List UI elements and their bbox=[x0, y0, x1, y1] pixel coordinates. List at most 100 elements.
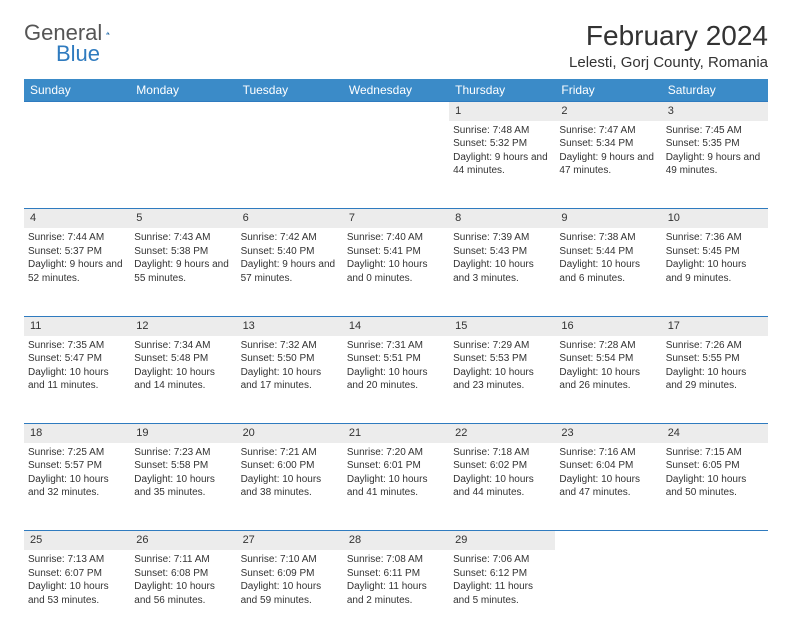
day-number-cell: 27 bbox=[237, 531, 343, 550]
day-number-cell: 11 bbox=[24, 316, 130, 335]
day-number-cell: 23 bbox=[555, 424, 661, 443]
day-cell: Sunrise: 7:28 AMSunset: 5:54 PMDaylight:… bbox=[555, 336, 661, 424]
day-cell: Sunrise: 7:08 AMSunset: 6:11 PMDaylight:… bbox=[343, 550, 449, 638]
sunrise-line: Sunrise: 7:25 AM bbox=[28, 446, 126, 460]
sunrise-line: Sunrise: 7:38 AM bbox=[559, 231, 657, 245]
day-cell: Sunrise: 7:43 AMSunset: 5:38 PMDaylight:… bbox=[130, 228, 236, 316]
sunset-line: Sunset: 5:45 PM bbox=[666, 245, 764, 259]
day-number-cell: 2 bbox=[555, 102, 661, 121]
day-details-row: Sunrise: 7:48 AMSunset: 5:32 PMDaylight:… bbox=[24, 121, 768, 209]
day-number-cell: 24 bbox=[662, 424, 768, 443]
daylight-line: Daylight: 10 hours and 6 minutes. bbox=[559, 258, 657, 285]
sunset-line: Sunset: 6:04 PM bbox=[559, 459, 657, 473]
calendar-table: SundayMondayTuesdayWednesdayThursdayFrid… bbox=[24, 79, 768, 638]
day-cell bbox=[130, 121, 236, 209]
sunset-line: Sunset: 5:58 PM bbox=[134, 459, 232, 473]
sunset-line: Sunset: 5:35 PM bbox=[666, 137, 764, 151]
day-number-cell: 14 bbox=[343, 316, 449, 335]
day-number-cell: 7 bbox=[343, 209, 449, 228]
daylight-line: Daylight: 10 hours and 9 minutes. bbox=[666, 258, 764, 285]
sunrise-line: Sunrise: 7:11 AM bbox=[134, 553, 232, 567]
day-cell: Sunrise: 7:20 AMSunset: 6:01 PMDaylight:… bbox=[343, 443, 449, 531]
sunrise-line: Sunrise: 7:29 AM bbox=[453, 339, 551, 353]
daylight-line: Daylight: 9 hours and 47 minutes. bbox=[559, 151, 657, 178]
sunset-line: Sunset: 5:48 PM bbox=[134, 352, 232, 366]
daylight-line: Daylight: 10 hours and 56 minutes. bbox=[134, 580, 232, 607]
weekday-header: Tuesday bbox=[237, 79, 343, 102]
logo-sail-icon bbox=[106, 24, 110, 42]
sunrise-line: Sunrise: 7:06 AM bbox=[453, 553, 551, 567]
day-number-cell: 29 bbox=[449, 531, 555, 550]
day-number-cell: 21 bbox=[343, 424, 449, 443]
day-cell: Sunrise: 7:15 AMSunset: 6:05 PMDaylight:… bbox=[662, 443, 768, 531]
sunset-line: Sunset: 5:57 PM bbox=[28, 459, 126, 473]
sunset-line: Sunset: 5:37 PM bbox=[28, 245, 126, 259]
day-number-cell: 18 bbox=[24, 424, 130, 443]
day-cell: Sunrise: 7:10 AMSunset: 6:09 PMDaylight:… bbox=[237, 550, 343, 638]
sunset-line: Sunset: 5:54 PM bbox=[559, 352, 657, 366]
day-number-cell: 20 bbox=[237, 424, 343, 443]
sunset-line: Sunset: 6:07 PM bbox=[28, 567, 126, 581]
sunrise-line: Sunrise: 7:08 AM bbox=[347, 553, 445, 567]
day-cell: Sunrise: 7:06 AMSunset: 6:12 PMDaylight:… bbox=[449, 550, 555, 638]
day-number-cell bbox=[662, 531, 768, 550]
day-cell: Sunrise: 7:11 AMSunset: 6:08 PMDaylight:… bbox=[130, 550, 236, 638]
day-cell: Sunrise: 7:39 AMSunset: 5:43 PMDaylight:… bbox=[449, 228, 555, 316]
day-cell: Sunrise: 7:31 AMSunset: 5:51 PMDaylight:… bbox=[343, 336, 449, 424]
daylight-line: Daylight: 10 hours and 11 minutes. bbox=[28, 366, 126, 393]
sunrise-line: Sunrise: 7:43 AM bbox=[134, 231, 232, 245]
day-cell bbox=[24, 121, 130, 209]
sunrise-line: Sunrise: 7:15 AM bbox=[666, 446, 764, 460]
sunset-line: Sunset: 5:53 PM bbox=[453, 352, 551, 366]
daylight-line: Daylight: 10 hours and 47 minutes. bbox=[559, 473, 657, 500]
day-number-cell: 25 bbox=[24, 531, 130, 550]
sunrise-line: Sunrise: 7:36 AM bbox=[666, 231, 764, 245]
day-cell: Sunrise: 7:29 AMSunset: 5:53 PMDaylight:… bbox=[449, 336, 555, 424]
day-number-cell: 19 bbox=[130, 424, 236, 443]
day-cell: Sunrise: 7:23 AMSunset: 5:58 PMDaylight:… bbox=[130, 443, 236, 531]
sunrise-line: Sunrise: 7:45 AM bbox=[666, 124, 764, 138]
sunrise-line: Sunrise: 7:20 AM bbox=[347, 446, 445, 460]
weekday-header-row: SundayMondayTuesdayWednesdayThursdayFrid… bbox=[24, 79, 768, 102]
day-cell: Sunrise: 7:18 AMSunset: 6:02 PMDaylight:… bbox=[449, 443, 555, 531]
sunrise-line: Sunrise: 7:40 AM bbox=[347, 231, 445, 245]
day-number-cell: 3 bbox=[662, 102, 768, 121]
day-number-row: 45678910 bbox=[24, 209, 768, 228]
day-number-cell: 16 bbox=[555, 316, 661, 335]
day-details-row: Sunrise: 7:25 AMSunset: 5:57 PM Daylight:… bbox=[24, 443, 768, 531]
daylight-line: Daylight: 9 hours and 55 minutes. bbox=[134, 258, 232, 285]
day-number-cell: 10 bbox=[662, 209, 768, 228]
day-number-cell: 1 bbox=[449, 102, 555, 121]
weekday-header: Friday bbox=[555, 79, 661, 102]
sunset-line: Sunset: 5:50 PM bbox=[241, 352, 339, 366]
sunrise-line: Sunrise: 7:26 AM bbox=[666, 339, 764, 353]
calendar-body: 123Sunrise: 7:48 AMSunset: 5:32 PMDaylig… bbox=[24, 102, 768, 638]
sunset-line: Sunset: 6:09 PM bbox=[241, 567, 339, 581]
sunrise-line: Sunrise: 7:44 AM bbox=[28, 231, 126, 245]
logo-text-blue: Blue bbox=[56, 41, 100, 66]
day-number-row: 2526272829 bbox=[24, 531, 768, 550]
day-cell: Sunrise: 7:32 AMSunset: 5:50 PMDaylight:… bbox=[237, 336, 343, 424]
day-number-cell bbox=[237, 102, 343, 121]
weekday-header: Thursday bbox=[449, 79, 555, 102]
day-number-row: 11121314151617 bbox=[24, 316, 768, 335]
day-cell bbox=[237, 121, 343, 209]
day-number-cell: 22 bbox=[449, 424, 555, 443]
sunset-line: Sunset: 5:51 PM bbox=[347, 352, 445, 366]
daylight-line: Daylight: 10 hours and 53 minutes. bbox=[28, 580, 126, 607]
day-number-cell bbox=[130, 102, 236, 121]
daylight-line: Daylight: 11 hours and 2 minutes. bbox=[347, 580, 445, 607]
day-cell: Sunrise: 7:40 AMSunset: 5:41 PMDaylight:… bbox=[343, 228, 449, 316]
sunrise-line: Sunrise: 7:21 AM bbox=[241, 446, 339, 460]
day-number-cell: 26 bbox=[130, 531, 236, 550]
daylight-line: Daylight: 10 hours and 23 minutes. bbox=[453, 366, 551, 393]
sunset-line: Sunset: 6:02 PM bbox=[453, 459, 551, 473]
day-cell: Sunrise: 7:16 AMSunset: 6:04 PMDaylight:… bbox=[555, 443, 661, 531]
day-cell bbox=[662, 550, 768, 638]
sunset-line: Sunset: 6:00 PM bbox=[241, 459, 339, 473]
daylight-line: Daylight: 10 hours and 35 minutes. bbox=[134, 473, 232, 500]
sunrise-line: Sunrise: 7:34 AM bbox=[134, 339, 232, 353]
day-cell: Sunrise: 7:47 AMSunset: 5:34 PMDaylight:… bbox=[555, 121, 661, 209]
daylight-line: Daylight: 10 hours and 38 minutes. bbox=[241, 473, 339, 500]
sunrise-line: Sunrise: 7:42 AM bbox=[241, 231, 339, 245]
